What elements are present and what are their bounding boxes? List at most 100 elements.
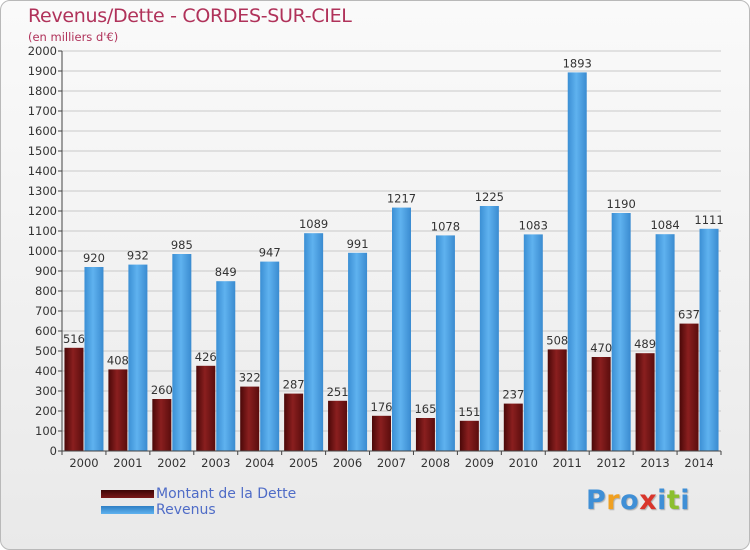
bar-dette (152, 399, 172, 451)
x-tick-label: 2008 (421, 456, 450, 470)
legend-label-revenus: Revenus (156, 502, 216, 518)
y-tick-label: 400 (35, 364, 57, 378)
bar-revenus (611, 213, 631, 451)
y-tick-label: 600 (35, 324, 57, 338)
logo-letter: i (657, 485, 667, 516)
bar-dette (459, 420, 479, 451)
bar-dette (284, 393, 304, 451)
y-tick-label: 300 (35, 384, 57, 398)
y-tick-label: 1500 (28, 144, 57, 158)
bar-dette (415, 418, 435, 451)
value-label-dette: 287 (283, 378, 305, 392)
bar-dette (547, 349, 567, 451)
y-tick-label: 1700 (28, 104, 57, 118)
bar-revenus (260, 261, 280, 451)
bar-dette (503, 403, 523, 451)
bar-revenus (84, 267, 104, 451)
value-label-dette: 408 (107, 353, 129, 367)
value-label-revenus: 920 (83, 251, 105, 265)
proxiti-logo: Proxiti (586, 485, 690, 516)
bar-revenus (216, 281, 236, 451)
x-tick-label: 2004 (245, 456, 274, 470)
value-label-revenus: 1225 (475, 190, 504, 204)
y-tick-label: 1400 (28, 164, 57, 178)
x-tick-label: 2000 (69, 456, 98, 470)
y-tick-label: 1000 (28, 244, 57, 258)
value-label-dette: 260 (151, 383, 173, 397)
value-label-revenus: 1089 (299, 217, 328, 231)
bar-revenus (128, 264, 148, 451)
y-tick-label: 1300 (28, 184, 57, 198)
value-label-dette: 516 (63, 332, 85, 346)
value-label-revenus: 1893 (563, 56, 592, 70)
value-label-dette: 322 (239, 371, 261, 385)
y-tick-label: 900 (35, 264, 57, 278)
y-tick-label: 1200 (28, 204, 57, 218)
value-label-revenus: 947 (259, 246, 281, 260)
bar-dette (635, 353, 655, 451)
y-tick-label: 500 (35, 344, 57, 358)
x-tick-label: 2010 (509, 456, 538, 470)
bar-revenus (392, 207, 411, 451)
x-tick-label: 2013 (640, 456, 669, 470)
value-label-revenus: 1083 (519, 218, 548, 232)
y-tick-label: 800 (35, 284, 57, 298)
bar-dette (196, 365, 216, 451)
bar-dette (240, 386, 260, 451)
bar-revenus (699, 228, 719, 451)
bar-revenus (655, 234, 675, 451)
x-tick-label: 2012 (597, 456, 626, 470)
value-label-dette: 237 (502, 388, 524, 402)
logo-letter: P (586, 485, 607, 516)
value-label-revenus: 1111 (694, 213, 723, 227)
bar-dette (108, 369, 128, 451)
bar-revenus (304, 233, 324, 451)
y-tick-label: 0 (50, 444, 57, 458)
value-label-dette: 176 (371, 400, 393, 414)
bar-dette (328, 400, 348, 451)
legend-swatch-revenus (101, 506, 154, 514)
x-tick-label: 2001 (113, 456, 142, 470)
value-label-dette: 151 (458, 405, 480, 419)
legend-swatch-dette (101, 490, 154, 498)
bar-revenus (435, 235, 455, 451)
x-tick-label: 2009 (465, 456, 494, 470)
bar-revenus (523, 234, 543, 451)
value-label-dette: 508 (546, 333, 568, 347)
x-tick-label: 2011 (553, 456, 582, 470)
value-label-dette: 165 (414, 402, 436, 416)
bar-revenus (479, 206, 499, 451)
bar-dette (591, 357, 611, 451)
value-label-dette: 489 (634, 337, 656, 351)
logo-letter: i (680, 485, 691, 516)
x-tick-label: 2002 (157, 456, 186, 470)
x-tick-label: 2003 (201, 456, 230, 470)
value-label-revenus: 1217 (387, 192, 416, 206)
y-tick-label: 1900 (28, 64, 57, 78)
logo-letter: r (606, 485, 621, 516)
bar-revenus (348, 252, 368, 451)
x-tick-label: 2005 (289, 456, 318, 470)
value-label-dette: 470 (590, 341, 612, 355)
bar-revenus (567, 72, 587, 452)
value-label-revenus: 849 (215, 265, 237, 279)
value-label-revenus: 991 (347, 237, 369, 251)
bar-dette (679, 323, 699, 451)
bar-dette (64, 347, 84, 451)
y-tick-label: 100 (35, 424, 57, 438)
y-tick-label: 700 (35, 304, 57, 318)
y-tick-label: 1600 (28, 124, 57, 138)
y-tick-label: 2000 (28, 44, 57, 58)
logo-letter: o (620, 485, 640, 516)
x-tick-label: 2014 (684, 456, 713, 470)
chart-subtitle: (en milliers d'€) (28, 30, 119, 44)
y-tick-label: 1100 (28, 224, 57, 238)
value-label-revenus: 1084 (650, 218, 679, 232)
value-label-revenus: 1190 (607, 197, 636, 211)
y-tick-label: 200 (35, 404, 57, 418)
bar-revenus (172, 254, 192, 451)
y-tick-label: 1800 (28, 84, 57, 98)
value-label-revenus: 932 (127, 249, 149, 263)
